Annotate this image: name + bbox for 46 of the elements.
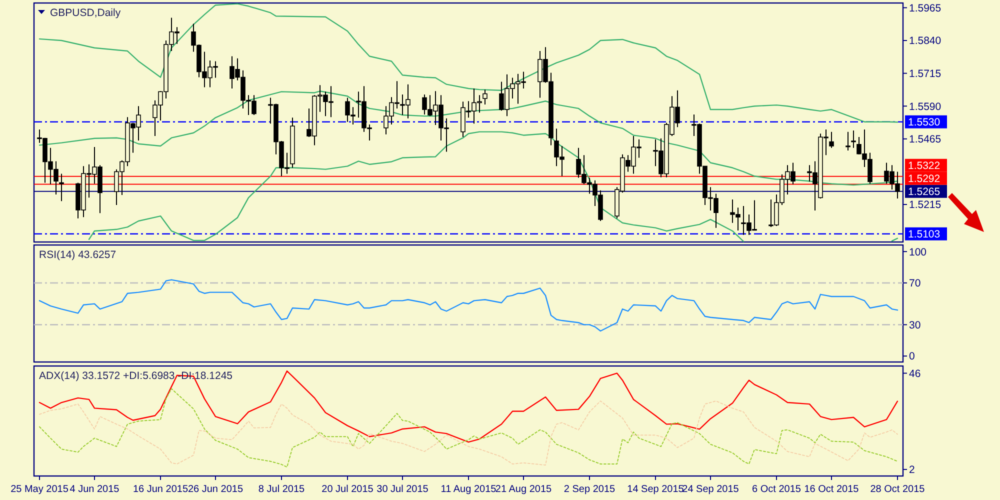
candlestick xyxy=(851,130,856,148)
y-tick-label: 70 xyxy=(909,278,921,290)
x-tick-label: 6 Oct 2015 xyxy=(752,484,802,495)
y-tick-label: 0 xyxy=(909,350,915,363)
y-tick-label: 2 xyxy=(909,464,915,476)
y-tick-label: 1.5590 xyxy=(909,100,942,113)
candlestick xyxy=(846,131,850,151)
x-tick-label: 8 Jul 2015 xyxy=(258,484,306,495)
x-tick-label: 20 Jul 2015 xyxy=(322,484,374,495)
y-tick-label: 1.5840 xyxy=(909,35,942,48)
chart-title: GBPUSD,Daily xyxy=(50,7,122,19)
chart-title: ADX(14) 33.1572 +DI:5.6983 -DI:18.1245 xyxy=(39,370,233,382)
x-tick-label: 16 Jun 2015 xyxy=(132,484,188,495)
x-tick-label: 26 Jun 2015 xyxy=(188,484,244,495)
line-series xyxy=(38,90,898,186)
line-series xyxy=(38,3,898,123)
y-tick-label: 46 xyxy=(909,368,921,380)
ref-line-label: 1.5265 xyxy=(908,186,940,198)
x-tick-label: 21 Aug 2015 xyxy=(495,484,552,495)
line-series xyxy=(39,400,898,466)
chart-title: RSI(14) 43.6257 xyxy=(39,249,116,261)
y-tick-label: 1.5215 xyxy=(909,199,942,212)
ref-line-label: 1.5292 xyxy=(908,173,940,186)
candlestick xyxy=(829,131,834,148)
y-tick-label: 100 xyxy=(909,246,927,258)
ref-line-label: 1.5103 xyxy=(908,228,940,241)
line-series xyxy=(38,279,898,332)
ref-line-label: 1.5530 xyxy=(908,116,940,129)
x-tick-label: 25 May 2015 xyxy=(10,484,69,495)
y-tick-label: 1.5965 xyxy=(909,2,942,14)
ref-line-label: 1.5322 xyxy=(908,160,940,172)
line-series xyxy=(38,370,898,443)
x-tick-label: 14 Sep 2015 xyxy=(627,484,684,495)
x-tick-label: 4 Jun 2015 xyxy=(70,484,120,495)
y-tick-label: 30 xyxy=(909,319,921,332)
y-tick-label: 1.5715 xyxy=(909,68,942,80)
x-tick-label: 24 Sep 2015 xyxy=(682,484,740,495)
x-tick-label: 11 Aug 2015 xyxy=(440,484,497,495)
x-tick-label: 16 Oct 2015 xyxy=(804,484,860,495)
candlestick xyxy=(59,173,64,202)
x-tick-label: 30 Jul 2015 xyxy=(376,484,429,495)
y-tick-label: 1.5465 xyxy=(909,134,942,146)
candlestick xyxy=(482,89,488,106)
x-tick-label: 2 Sep 2015 xyxy=(564,484,616,495)
line-series xyxy=(39,388,898,468)
x-tick-label: 28 Oct 2015 xyxy=(870,484,926,495)
